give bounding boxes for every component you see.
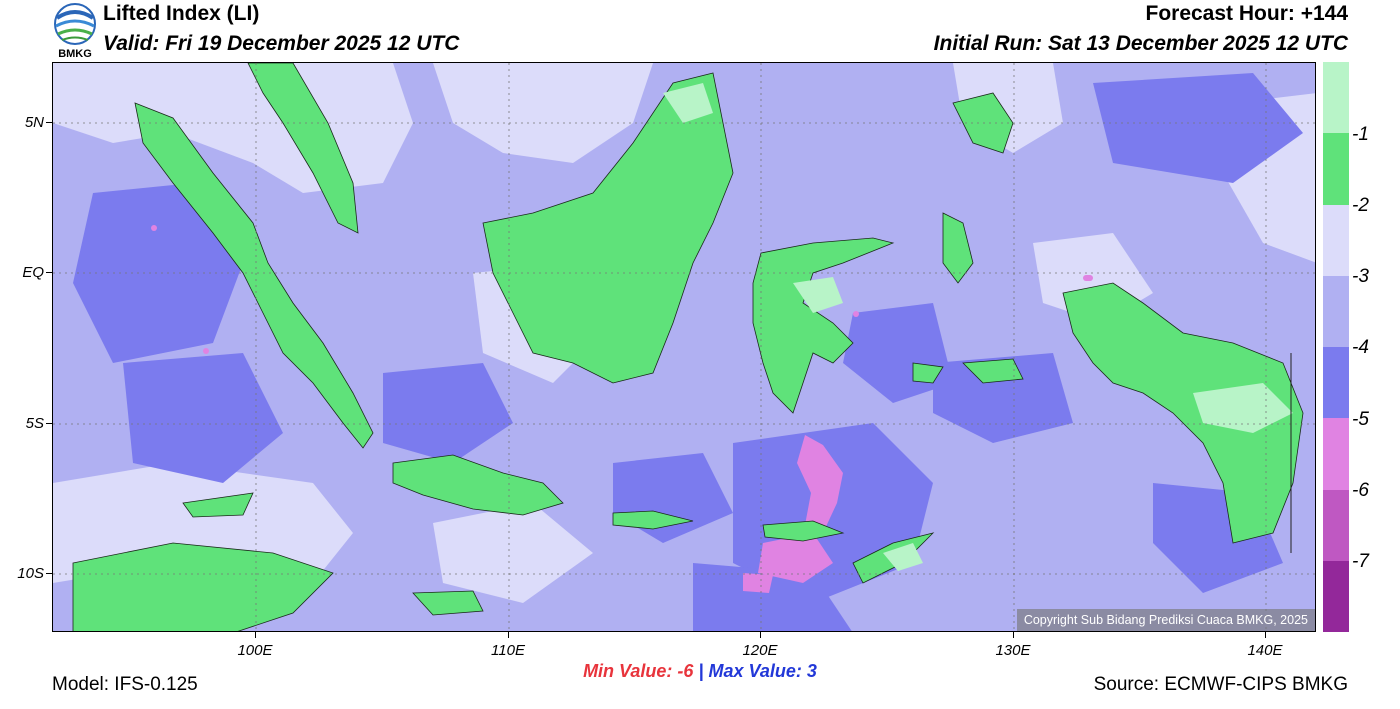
lat-tick bbox=[46, 573, 52, 574]
colorbar-segment bbox=[1323, 62, 1349, 133]
lon-label-140e: 140E bbox=[1247, 642, 1283, 659]
bmkg-emblem-icon bbox=[54, 3, 96, 45]
lon-label-130e: 130E bbox=[995, 642, 1031, 659]
max-value: 3 bbox=[806, 661, 817, 681]
lon-tick bbox=[508, 632, 509, 638]
colorbar-segment bbox=[1323, 205, 1349, 276]
lat-tick bbox=[46, 272, 52, 273]
min-max-values: Min Value: -6 | Max Value: 3 bbox=[0, 661, 1400, 682]
lon-tick bbox=[1265, 632, 1266, 638]
model-name: Model: IFS-0.125 bbox=[52, 674, 198, 695]
lat-label-5s: 5S bbox=[25, 415, 44, 432]
colorbar-label: -5 bbox=[1352, 409, 1369, 430]
valid-time: Valid: Fri 19 December 2025 12 UTC bbox=[103, 32, 460, 55]
initial-run: Initial Run: Sat 13 December 2025 12 UTC bbox=[933, 32, 1348, 55]
colorbar-label: -2 bbox=[1352, 195, 1369, 216]
copyright-text: Copyright Sub Bidang Prediksi Cuaca BMKG… bbox=[1016, 609, 1315, 631]
min-value-label: Min Value: bbox=[583, 661, 673, 681]
colorbar-label: -4 bbox=[1352, 337, 1369, 358]
colorbar-segment bbox=[1323, 561, 1349, 632]
lat-tick bbox=[46, 122, 52, 123]
colorbar-segment bbox=[1323, 418, 1349, 490]
field-minus5-to-minus6 bbox=[151, 225, 1093, 593]
min-value: -6 bbox=[677, 661, 694, 681]
lat-label-10s: 10S bbox=[17, 565, 44, 582]
lat-tick bbox=[46, 423, 52, 424]
colorbar bbox=[1323, 62, 1349, 632]
value-separator: | bbox=[698, 661, 704, 681]
colorbar-segment bbox=[1323, 133, 1349, 205]
lon-tick bbox=[1013, 632, 1014, 638]
chart-title: Lifted Index (LI) bbox=[103, 2, 260, 25]
colorbar-label: -3 bbox=[1352, 266, 1369, 287]
colorbar-segment bbox=[1323, 347, 1349, 418]
colorbar-segment bbox=[1323, 276, 1349, 347]
bmkg-logo: BMKG bbox=[52, 2, 98, 60]
lon-label-100e: 100E bbox=[237, 642, 273, 659]
colorbar-segment bbox=[1323, 490, 1349, 561]
field-above-minus1 bbox=[663, 83, 1293, 571]
lat-label-5n: 5N bbox=[24, 114, 44, 131]
map-panel: Copyright Sub Bidang Prediksi Cuaca BMKG… bbox=[52, 62, 1316, 632]
lon-tick bbox=[760, 632, 761, 638]
colorbar-label: -6 bbox=[1352, 480, 1369, 501]
lon-label-110e: 110E bbox=[491, 642, 525, 659]
colorbar-label: -1 bbox=[1352, 124, 1369, 145]
lat-label-eq: EQ bbox=[22, 264, 44, 281]
map-graticule bbox=[53, 63, 1315, 631]
max-value-label: Max Value: bbox=[708, 661, 802, 681]
colorbar-label: -7 bbox=[1352, 551, 1369, 572]
logo-text: BMKG bbox=[58, 48, 92, 60]
lifted-index-map bbox=[53, 63, 1315, 631]
data-source: Source: ECMWF-CIPS BMKG bbox=[1093, 674, 1348, 695]
lon-label-120e: 120E bbox=[742, 642, 778, 659]
forecast-hour: Forecast Hour: +144 bbox=[1145, 2, 1349, 25]
lon-tick bbox=[255, 632, 256, 638]
